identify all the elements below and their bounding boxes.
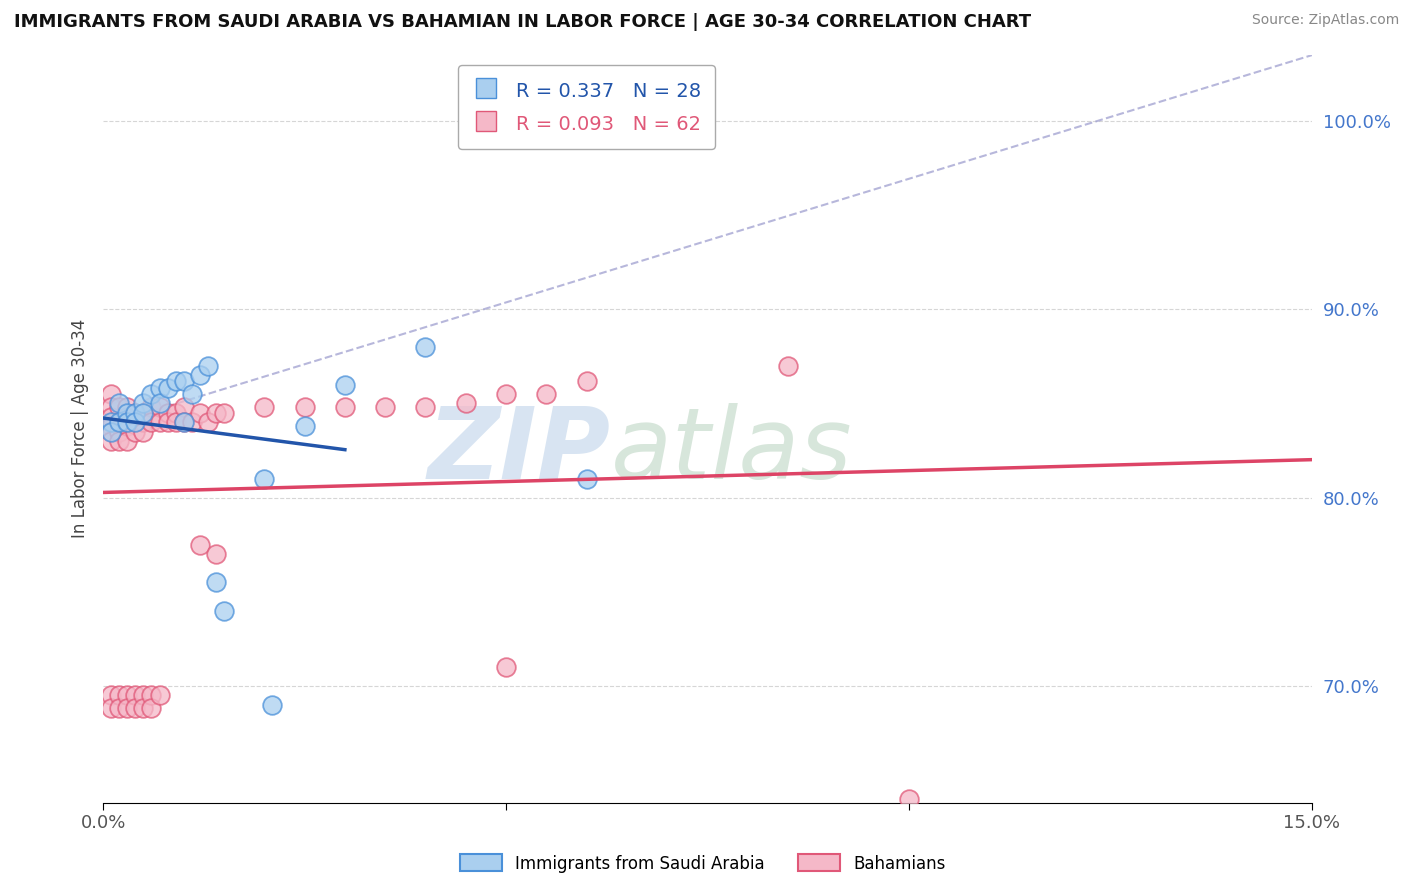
Point — [156, 381, 179, 395]
Point — [212, 603, 235, 617]
Point — [124, 425, 146, 439]
Point — [100, 419, 122, 434]
Point — [415, 340, 437, 354]
Text: Source: ZipAtlas.com: Source: ZipAtlas.com — [1251, 13, 1399, 28]
Point — [141, 701, 163, 715]
Point — [536, 387, 558, 401]
Point — [575, 374, 598, 388]
Point — [117, 688, 139, 702]
Point — [575, 472, 598, 486]
Point — [165, 374, 187, 388]
Point — [117, 701, 139, 715]
Point — [205, 575, 228, 590]
Point — [124, 406, 146, 420]
Point — [100, 401, 122, 415]
Point — [294, 419, 316, 434]
Point — [253, 401, 276, 415]
Text: IMMIGRANTS FROM SAUDI ARABIA VS BAHAMIAN IN LABOR FORCE | AGE 30-34 CORRELATION : IMMIGRANTS FROM SAUDI ARABIA VS BAHAMIAN… — [14, 13, 1031, 31]
Point — [100, 409, 122, 424]
Point — [197, 415, 219, 429]
Point — [148, 396, 170, 410]
Point — [117, 419, 139, 434]
Point — [148, 381, 170, 395]
Point — [141, 401, 163, 415]
Point — [262, 698, 284, 712]
Point — [148, 688, 170, 702]
Point — [495, 660, 517, 674]
Point — [188, 538, 211, 552]
Point — [173, 401, 195, 415]
Point — [454, 396, 477, 410]
Point — [117, 415, 139, 429]
Point — [132, 406, 155, 420]
Point — [173, 415, 195, 429]
Point — [124, 688, 146, 702]
Point — [108, 425, 131, 439]
Point — [156, 406, 179, 420]
Point — [100, 415, 122, 429]
Point — [415, 401, 437, 415]
Point — [100, 387, 122, 401]
Point — [132, 425, 155, 439]
Point — [124, 415, 146, 429]
Point — [165, 406, 187, 420]
Point — [117, 406, 139, 420]
Point — [253, 472, 276, 486]
Point — [141, 387, 163, 401]
Point — [108, 396, 131, 410]
Point — [117, 434, 139, 449]
Point — [495, 387, 517, 401]
Point — [100, 701, 122, 715]
Point — [165, 415, 187, 429]
Y-axis label: In Labor Force | Age 30-34: In Labor Force | Age 30-34 — [72, 319, 89, 539]
Point — [148, 415, 170, 429]
Point — [100, 425, 122, 439]
Point — [212, 406, 235, 420]
Point — [108, 434, 131, 449]
Legend: R = 0.337   N = 28, R = 0.093   N = 62: R = 0.337 N = 28, R = 0.093 N = 62 — [458, 65, 716, 149]
Point — [108, 415, 131, 429]
Point — [132, 406, 155, 420]
Point — [117, 401, 139, 415]
Point — [124, 415, 146, 429]
Point — [132, 688, 155, 702]
Legend: Immigrants from Saudi Arabia, Bahamians: Immigrants from Saudi Arabia, Bahamians — [454, 847, 952, 880]
Point — [100, 688, 122, 702]
Point — [294, 401, 316, 415]
Point — [897, 792, 920, 806]
Point — [374, 401, 396, 415]
Point — [173, 374, 195, 388]
Point — [148, 401, 170, 415]
Point — [117, 409, 139, 424]
Point — [197, 359, 219, 373]
Point — [132, 396, 155, 410]
Point — [778, 359, 800, 373]
Text: atlas: atlas — [610, 403, 852, 500]
Point — [333, 401, 356, 415]
Point — [333, 377, 356, 392]
Point — [132, 415, 155, 429]
Point — [108, 701, 131, 715]
Point — [132, 701, 155, 715]
Point — [100, 434, 122, 449]
Text: ZIP: ZIP — [427, 403, 610, 500]
Point — [156, 415, 179, 429]
Point — [188, 368, 211, 383]
Point — [205, 406, 228, 420]
Point — [124, 406, 146, 420]
Point — [180, 415, 202, 429]
Point — [141, 688, 163, 702]
Point — [173, 415, 195, 429]
Point — [205, 547, 228, 561]
Point — [141, 415, 163, 429]
Point — [124, 701, 146, 715]
Point — [108, 415, 131, 429]
Point — [108, 688, 131, 702]
Point — [188, 406, 211, 420]
Point — [180, 387, 202, 401]
Point — [108, 401, 131, 415]
Point — [100, 425, 122, 439]
